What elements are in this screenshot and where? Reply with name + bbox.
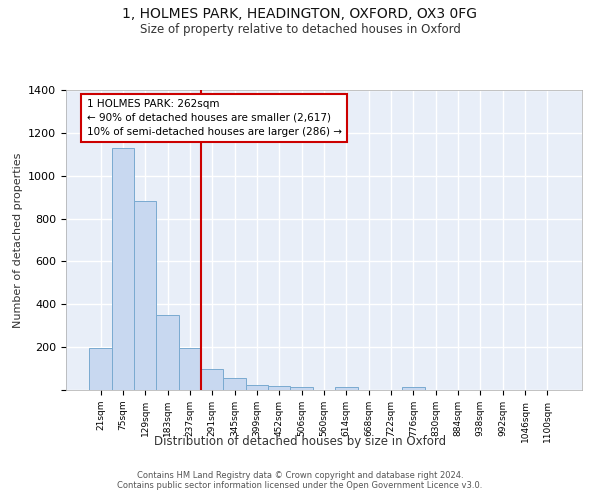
- Text: 1 HOLMES PARK: 262sqm
← 90% of detached houses are smaller (2,617)
10% of semi-d: 1 HOLMES PARK: 262sqm ← 90% of detached …: [86, 99, 341, 137]
- Bar: [246, 386, 268, 390]
- Text: Contains HM Land Registry data © Crown copyright and database right 2024.
Contai: Contains HM Land Registry data © Crown c…: [118, 470, 482, 490]
- Text: 1, HOLMES PARK, HEADINGTON, OXFORD, OX3 0FG: 1, HOLMES PARK, HEADINGTON, OXFORD, OX3 …: [122, 8, 478, 22]
- Bar: [335, 388, 358, 390]
- Bar: [134, 202, 157, 390]
- Bar: [268, 386, 290, 390]
- Bar: [223, 378, 246, 390]
- Bar: [89, 348, 112, 390]
- Bar: [179, 348, 201, 390]
- Y-axis label: Number of detached properties: Number of detached properties: [13, 152, 23, 328]
- Bar: [157, 315, 179, 390]
- Bar: [402, 388, 425, 390]
- Bar: [112, 148, 134, 390]
- Bar: [290, 387, 313, 390]
- Text: Size of property relative to detached houses in Oxford: Size of property relative to detached ho…: [140, 22, 460, 36]
- Text: Distribution of detached houses by size in Oxford: Distribution of detached houses by size …: [154, 435, 446, 448]
- Bar: [201, 368, 223, 390]
